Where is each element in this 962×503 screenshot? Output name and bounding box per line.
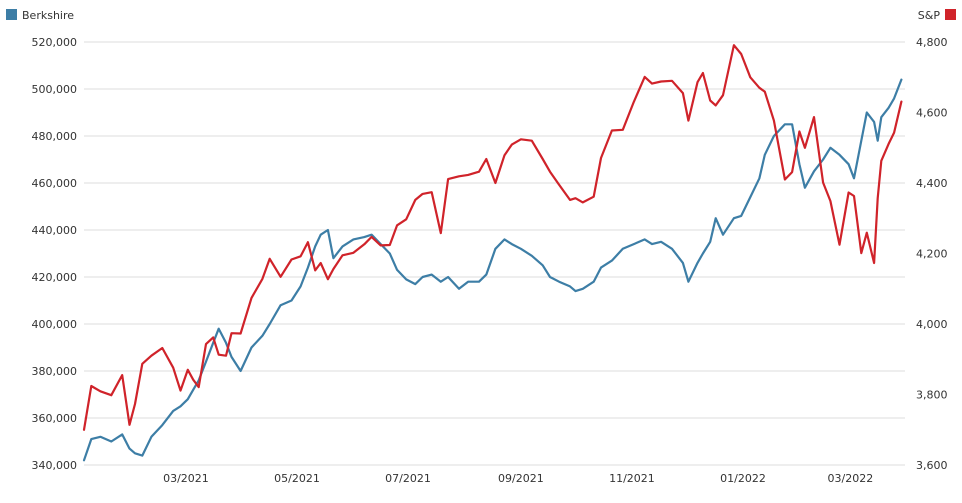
x-tick-label: 03/2022 [828, 472, 874, 485]
legend-swatch-sp [945, 9, 956, 20]
legend-swatch-berkshire [6, 9, 17, 20]
x-axis: 03/2021 05/2021 07/2021 09/2021 11/2021 01/20… [163, 472, 873, 485]
x-tick-label: 03/2021 [163, 472, 209, 485]
gridlines [84, 41, 905, 466]
left-tick-label: 500,000 [32, 83, 78, 96]
series-line-s-p [82, 44, 903, 431]
legend-label-sp: S&P [918, 9, 941, 22]
right-tick-label: 3,600 [916, 459, 948, 472]
x-tick-label: 07/2021 [385, 472, 431, 485]
legend-right[interactable]: S&P [918, 9, 956, 22]
x-tick-label: 09/2021 [498, 472, 544, 485]
left-tick-label: 360,000 [32, 412, 78, 425]
legend-left[interactable]: Berkshire [6, 9, 74, 22]
left-tick-label: 440,000 [32, 224, 78, 237]
left-tick-label: 480,000 [32, 130, 78, 143]
right-tick-label: 3,800 [916, 389, 948, 402]
left-tick-label: 380,000 [32, 365, 78, 378]
right-tick-label: 4,200 [916, 248, 948, 261]
right-tick-label: 4,600 [916, 107, 948, 120]
left-tick-label: 520,000 [32, 36, 78, 49]
series-line-berkshire [82, 78, 903, 462]
legend-label-berkshire: Berkshire [22, 9, 74, 22]
x-tick-label: 11/2021 [609, 472, 655, 485]
x-tick-label: 05/2021 [274, 472, 320, 485]
right-y-axis: 3,600 3,800 4,000 4,200 4,400 4,600 4,800 [916, 36, 948, 472]
left-y-axis: 340,000 360,000 380,000 400,000 420,000 440,0… [32, 36, 78, 472]
left-tick-label: 400,000 [32, 318, 78, 331]
right-tick-label: 4,000 [916, 318, 948, 331]
right-tick-label: 4,800 [916, 36, 948, 49]
left-tick-label: 460,000 [32, 177, 78, 190]
left-tick-label: 420,000 [32, 271, 78, 284]
x-tick-label: 01/2022 [720, 472, 766, 485]
series-lines [82, 44, 903, 462]
left-tick-label: 340,000 [32, 459, 78, 472]
right-tick-label: 4,400 [916, 177, 948, 190]
